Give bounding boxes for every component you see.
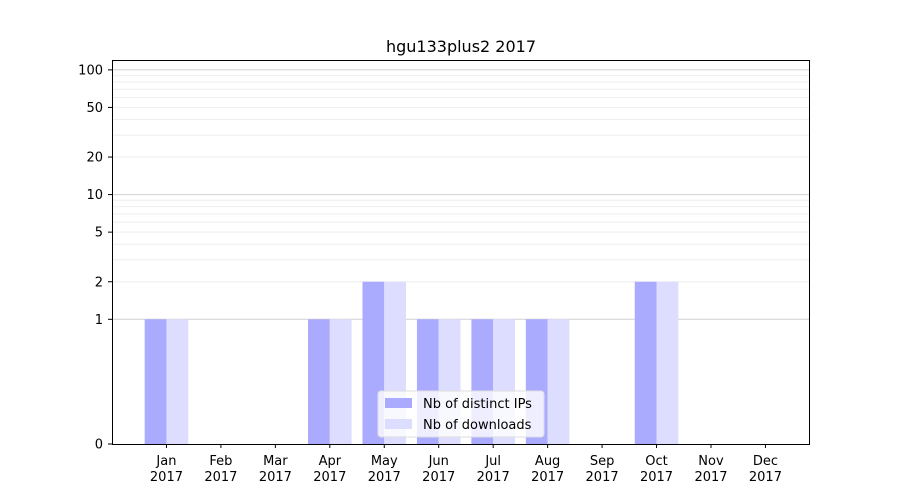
x-tick-label-year: 2017 [640,470,673,485]
y-tick-label: 1 [95,313,103,328]
x-tick-label-year: 2017 [150,470,183,485]
bar-layer [144,281,679,444]
y-tick-label: 2 [95,275,103,290]
x-tick-label-month: Jan [155,454,176,469]
x-tick-label-year: 2017 [368,470,401,485]
x-tick-label-year: 2017 [313,470,346,485]
bar-distinct-ips [144,319,167,444]
legend-box [377,390,545,438]
plot-frame [112,60,810,445]
chart-title: hgu133plus2 2017 [386,37,536,56]
bar-downloads [656,281,679,444]
y-tick-label: 100 [78,63,103,78]
x-tick-label-month: Oct [645,454,667,469]
x-tick-label-month: Mar [263,454,288,469]
legend-label: Nb of distinct IPs [423,397,532,412]
y-axis: 0 1 2 5 10 20 50 100 [78,63,112,453]
legend-label: Nb of downloads [423,418,532,433]
x-tick-label-year: 2017 [586,470,619,485]
x-tick-label-month: Feb [209,454,232,469]
y-tick-label: 10 [86,188,103,203]
x-tick-label-year: 2017 [477,470,510,485]
bar-distinct-ips [308,319,330,444]
x-tick-label-year: 2017 [531,470,564,485]
bar-downloads [166,319,189,444]
x-tick-label-month: May [371,454,398,469]
x-tick-label-year: 2017 [749,470,782,485]
x-tick-label-month: Sep [590,454,615,469]
x-tick-label-year: 2017 [422,470,455,485]
legend-swatch [385,398,412,408]
x-tick-label-month: Nov [698,454,724,469]
x-tick-label-year: 2017 [259,470,292,485]
y-tick-label: 0 [95,438,103,453]
bar-distinct-ips [634,281,657,444]
y-tick-label: 20 [86,151,103,166]
legend: Nb of distinct IPs Nb of downloads [377,390,545,438]
legend-swatch [385,419,412,429]
x-tick-label-year: 2017 [204,470,237,485]
x-tick-label-month: Jun [428,454,449,469]
bar-downloads [547,319,570,444]
grid-layer [112,69,809,320]
x-tick-label-month: Apr [319,454,342,469]
x-tick-label-month: Aug [535,454,560,469]
x-tick-label-month: Dec [753,454,778,469]
y-tick-label: 50 [86,101,103,116]
bar-downloads [329,319,352,444]
x-tick-label-month: Jul [484,454,501,469]
y-tick-label: 5 [95,226,103,241]
x-axis: Jan2017Feb2017Mar2017Apr2017May2017Jun20… [150,444,782,485]
x-tick-label-year: 2017 [694,470,727,485]
